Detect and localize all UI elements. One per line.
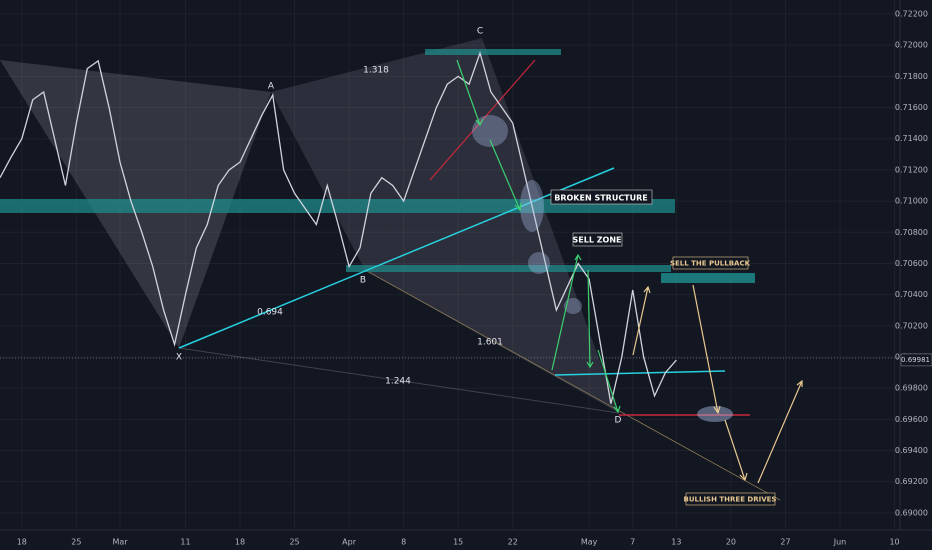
callout: SELL THE PULLBACK — [670, 260, 751, 268]
structure-zone — [0, 199, 675, 213]
ratio-label: 0.694 — [257, 308, 283, 318]
label-box — [572, 232, 623, 247]
x-tick-label: 20 — [726, 538, 736, 547]
grid — [0, 0, 900, 530]
x-tick-label: Mar — [112, 538, 128, 547]
price-line-series — [0, 50, 677, 404]
x-tick-label: Jun — [833, 538, 847, 547]
y-tick-label: 0.71000 — [895, 197, 928, 206]
y-tick-label: 0.70200 — [895, 321, 928, 330]
x-tick-label: 18 — [17, 538, 27, 547]
x-tick-label: 7 — [630, 538, 635, 547]
x-tick-label: 11 — [180, 538, 190, 547]
y-tick-label: 0.70800 — [895, 228, 928, 237]
ratio-label: 1.318 — [363, 66, 389, 76]
y-tick-label: 0.71600 — [895, 103, 928, 112]
price-series — [0, 50, 677, 404]
y-tick-label: 0.70600 — [895, 259, 928, 268]
x-tick-label: 18 — [235, 538, 245, 547]
sell-zone-box — [661, 273, 755, 283]
point-label: C — [477, 27, 483, 37]
x-tick-label: 10 — [889, 538, 899, 547]
label-box — [550, 189, 653, 205]
callout: BULLISH THREE DRIVES — [684, 496, 777, 504]
last-price-label: 0.69981 — [901, 356, 930, 364]
label-box — [685, 492, 776, 506]
bd-extension — [364, 269, 781, 501]
x-tick-label: 8 — [401, 538, 406, 547]
x-tick-label: 15 — [453, 538, 463, 547]
ratio-label: 1.601 — [477, 338, 503, 348]
y-tick-label: 0.69800 — [895, 384, 928, 393]
x-tick-label: Apr — [342, 538, 357, 547]
point-label: D — [615, 416, 622, 426]
trendline — [178, 167, 615, 349]
x-tick-label: 13 — [671, 538, 681, 547]
support-line — [554, 370, 726, 376]
y-tick-label: 0.69400 — [895, 446, 928, 455]
highlight — [472, 115, 508, 147]
highlight — [564, 298, 582, 314]
y-tick-label: 0.72000 — [895, 41, 928, 50]
x-tick-label: 22 — [508, 538, 518, 547]
y-tick-label: 0.69000 — [895, 508, 928, 517]
y-tick-label: 0.72200 — [895, 10, 928, 19]
label-box — [672, 256, 749, 270]
callout: SELL ZONE — [573, 236, 622, 245]
green-arrows — [456, 59, 621, 414]
point-label: A — [268, 82, 275, 92]
highlight — [697, 406, 733, 422]
y-tick-label: 0.71200 — [895, 165, 928, 174]
highlight — [520, 180, 544, 232]
b-zone — [346, 265, 671, 272]
point-label: X — [176, 353, 182, 363]
x-tick-label: 25 — [289, 538, 299, 547]
x-tick-label: May — [581, 538, 598, 547]
ratio-label: 1.244 — [385, 377, 411, 387]
highlight — [528, 252, 550, 274]
top-zone — [425, 49, 561, 55]
y-tick-label: 0.69600 — [895, 415, 928, 424]
y-tick-label: 0.71400 — [895, 134, 928, 143]
x-tick-label: 27 — [780, 538, 790, 547]
point-label: B — [360, 276, 366, 286]
xd-line — [178, 347, 620, 414]
x-tick-label: 25 — [71, 538, 81, 547]
axes: 0.72200 0.72000 0.71800 0.71600 0.71400 0.712… — [17, 10, 932, 547]
callout: BROKEN STRUCTURE — [554, 194, 648, 203]
y-tick-label: 0.71800 — [895, 72, 928, 81]
last-price-tag — [900, 353, 932, 367]
y-tick-label: 0.70400 — [895, 290, 928, 299]
projection-arrows — [632, 284, 803, 484]
pattern-abc — [271, 38, 482, 270]
y-tick-label: 0.69200 — [895, 477, 928, 486]
pattern-bcd — [365, 38, 619, 413]
